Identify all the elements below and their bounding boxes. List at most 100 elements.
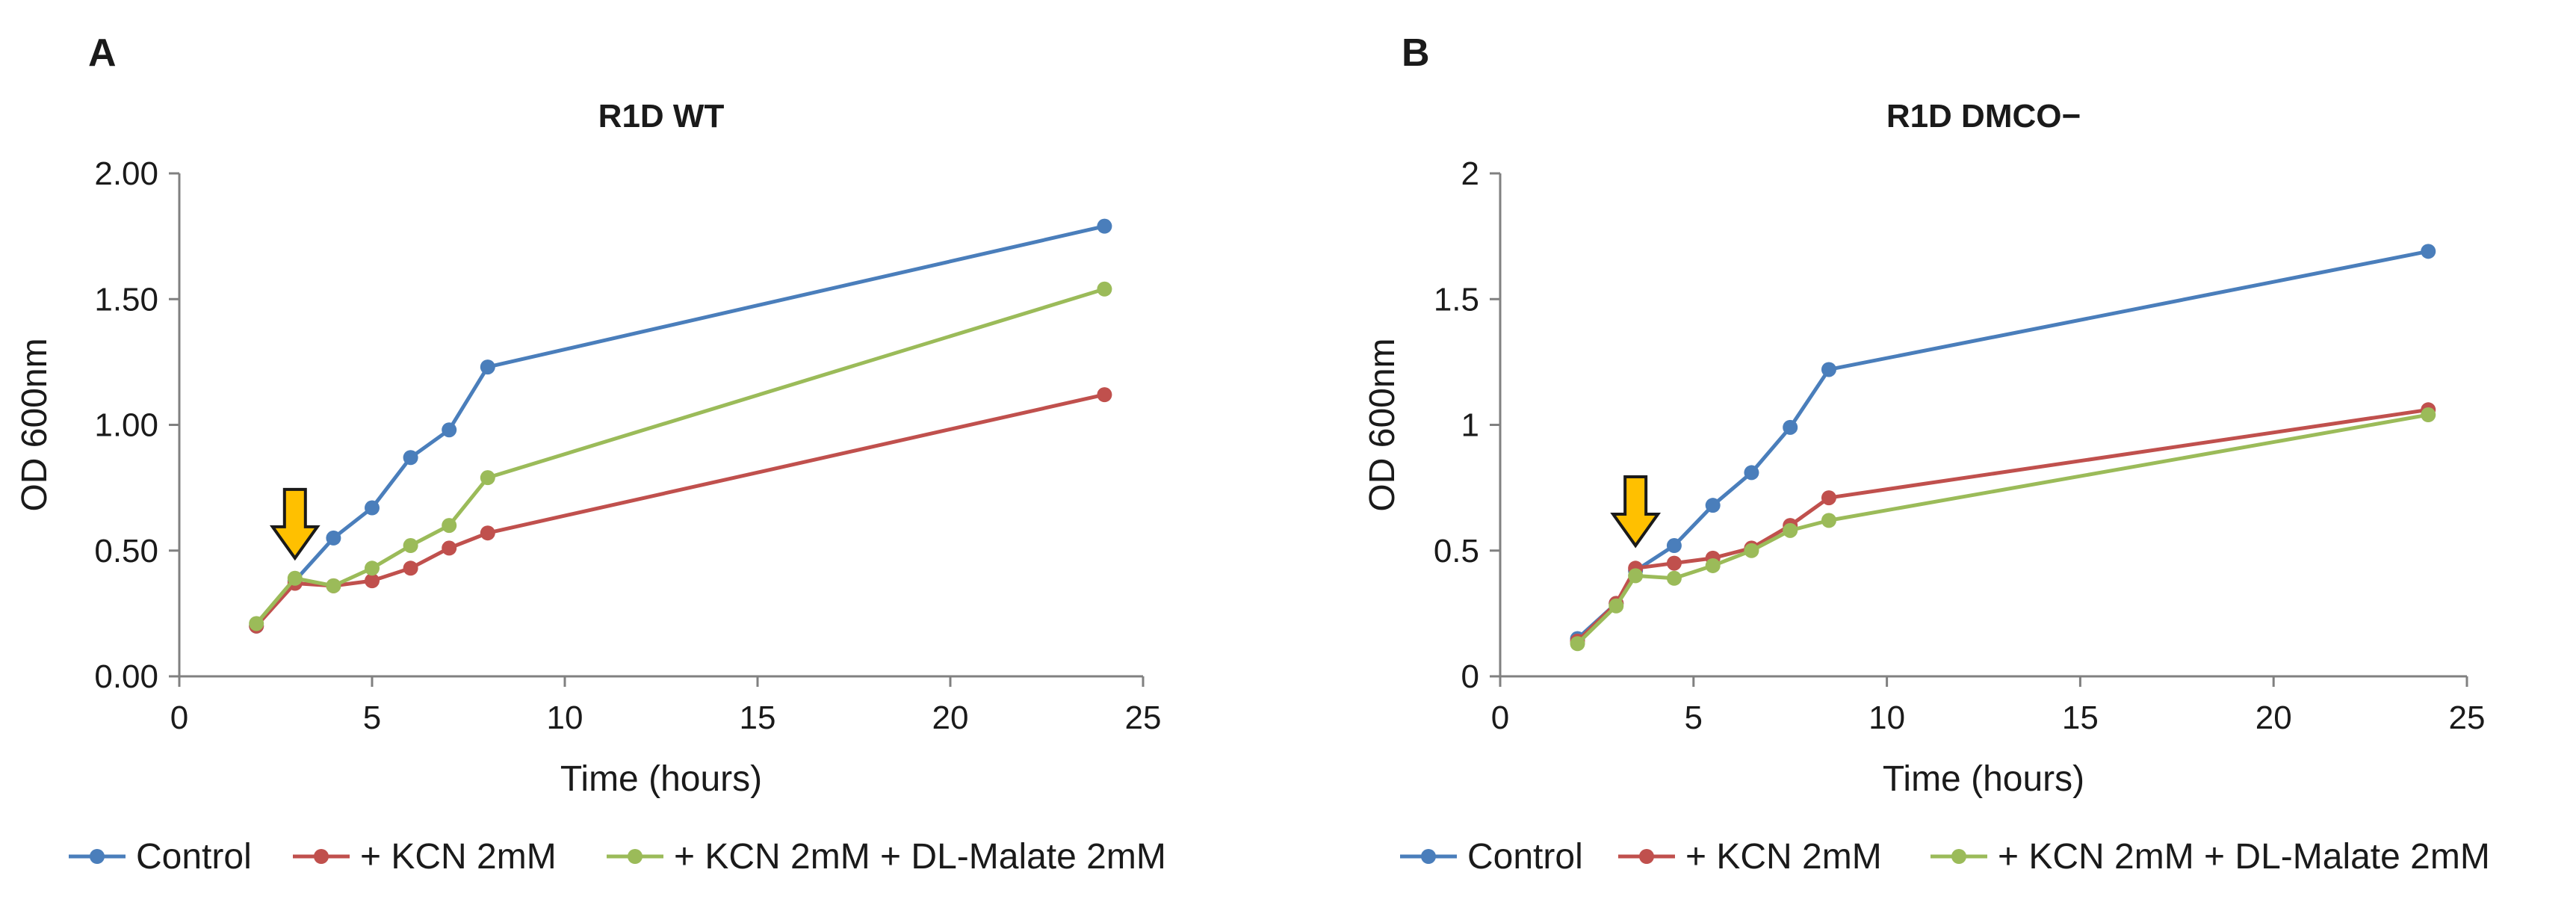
data-point <box>1783 419 1798 435</box>
x-tick-label: 25 <box>2449 700 2486 736</box>
series-kcn-2mm <box>1570 402 2436 649</box>
series-kcn-2mm-dl-malate-2mm <box>249 281 1112 631</box>
y-tick-label: 2.00 <box>94 155 158 192</box>
data-point <box>1097 218 1112 234</box>
data-point <box>1666 538 1682 554</box>
legend-label: Control <box>136 837 252 877</box>
x-tick-label: 0 <box>1491 700 1509 736</box>
data-point <box>2421 244 2436 259</box>
data-point <box>326 530 341 546</box>
series-line <box>1576 407 2429 643</box>
y-tick-label: 0.00 <box>94 658 158 695</box>
legend-item: + KCN 2mM + DL-Malate 2mM <box>1931 837 2490 877</box>
y-tick-label: 2 <box>1461 155 1479 192</box>
data-point <box>403 450 418 466</box>
legend-marker-icon <box>90 849 105 864</box>
x-tick-label: 25 <box>1125 700 1162 736</box>
legend-item: + KCN 2mM + DL-Malate 2mM <box>607 837 1166 877</box>
y-tick-label: 0.5 <box>1434 533 1479 569</box>
data-point <box>1628 568 1644 584</box>
legend: Control + KCN 2mM + KCN 2mM + DL-Malate 2m… <box>1400 837 2490 877</box>
data-point <box>1705 558 1721 573</box>
data-point <box>365 573 380 589</box>
legend-item: + KCN 2mM <box>293 837 557 877</box>
legend-item: + KCN 2mM <box>1618 837 1882 877</box>
y-axis-label: OD 600nm <box>15 338 55 511</box>
legend-marker-icon <box>628 849 643 864</box>
data-point <box>365 561 380 576</box>
y-tick-label: 0.50 <box>94 533 158 569</box>
y-tick-label: 1.50 <box>94 281 158 318</box>
legend-marker-icon <box>1951 849 1966 864</box>
data-point <box>442 518 457 534</box>
series-line <box>1576 249 2429 640</box>
data-point <box>480 470 495 486</box>
series-control <box>1570 244 2436 646</box>
x-tick-label: 0 <box>170 700 188 736</box>
data-point <box>1744 465 1759 481</box>
x-axis-label: Time (hours) <box>1883 759 2084 799</box>
data-point <box>1609 598 1624 614</box>
legend-label: + KCN 2mM + DL-Malate 2mM <box>674 837 1166 877</box>
x-tick-label: 15 <box>2062 700 2099 736</box>
y-tick-label: 1 <box>1461 407 1479 444</box>
y-axis-label: OD 600nm <box>1363 338 1402 511</box>
legend-item: Control <box>1400 837 1583 877</box>
y-tick-label: 1.5 <box>1434 281 1479 318</box>
x-tick-label: 10 <box>547 700 583 736</box>
data-point <box>403 538 418 554</box>
legend-marker-icon <box>314 849 329 864</box>
legend-label: + KCN 2mM <box>1685 837 1882 877</box>
x-tick-label: 5 <box>363 700 381 736</box>
data-point <box>1570 636 1585 652</box>
legend-item: Control <box>69 837 252 877</box>
series-kcn-2mm-dl-malate-2mm <box>1570 407 2436 652</box>
data-point <box>1097 387 1112 403</box>
data-point <box>1821 490 1836 506</box>
data-point <box>480 359 495 375</box>
legend-label: Control <box>1467 837 1583 877</box>
panel-letter: A <box>88 31 117 75</box>
data-point <box>1666 570 1682 586</box>
treatment-arrow-icon <box>1610 475 1662 549</box>
series-line <box>255 392 1105 628</box>
legend-label: + KCN 2mM <box>360 837 557 877</box>
data-point <box>249 616 264 631</box>
data-point <box>403 561 418 576</box>
data-point <box>442 540 457 556</box>
y-tick-label: 1.00 <box>94 407 158 444</box>
chart-panel-a: A R1D WT 0.00 0.50 1.00 1.50 2.00 0 5 10 15 20 25 Tim… <box>15 31 1166 877</box>
legend: Control + KCN 2mM + KCN 2mM + DL-Malate 2m… <box>69 837 1166 877</box>
x-tick-label: 10 <box>1868 700 1905 736</box>
legend-marker-icon <box>1639 849 1654 864</box>
treatment-arrow-icon <box>269 487 321 561</box>
x-tick-label: 20 <box>932 700 969 736</box>
data-point <box>442 422 457 438</box>
data-point <box>365 500 380 516</box>
data-point <box>1821 362 1836 377</box>
data-point <box>326 578 341 593</box>
x-axis-label: Time (hours) <box>560 759 762 799</box>
data-point <box>1705 498 1721 513</box>
data-point <box>480 525 495 541</box>
data-point <box>1097 281 1112 297</box>
legend-marker-icon <box>1421 849 1436 864</box>
panel-letter: B <box>1402 31 1430 75</box>
y-tick-label: 0 <box>1461 658 1479 695</box>
data-point <box>1783 522 1798 538</box>
chart-title: R1D WT <box>598 98 725 135</box>
data-point <box>1744 543 1759 558</box>
data-point <box>2421 407 2436 423</box>
chart-title: R1D DMCO− <box>1886 98 2081 135</box>
x-tick-label: 15 <box>740 700 776 736</box>
series-line <box>255 224 1105 628</box>
legend-label: + KCN 2mM + DL-Malate 2mM <box>1998 837 2490 877</box>
data-point <box>1821 513 1836 528</box>
data-point <box>287 570 303 586</box>
x-tick-label: 5 <box>1685 700 1703 736</box>
series-line <box>1576 413 2429 646</box>
data-point <box>1666 555 1682 571</box>
x-tick-label: 20 <box>2255 700 2292 736</box>
